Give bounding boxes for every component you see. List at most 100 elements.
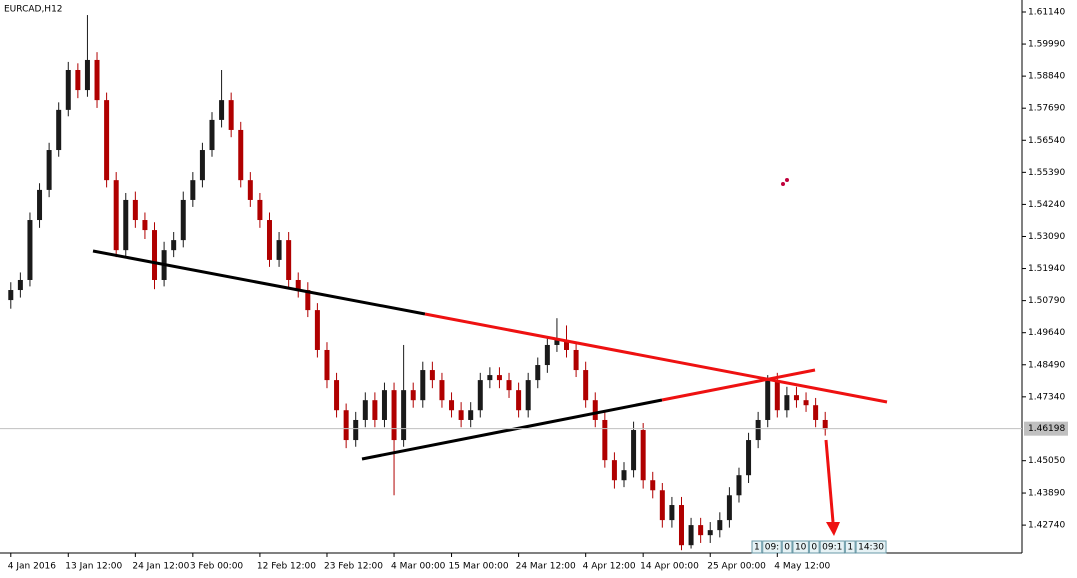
candle-body	[506, 380, 512, 391]
y-tick-label: 1.55390	[1028, 168, 1065, 178]
y-tick-label: 1.42740	[1028, 521, 1065, 531]
candle-body	[343, 410, 349, 441]
current-price-box	[1024, 421, 1068, 436]
candle-body	[554, 339, 560, 345]
candle-body	[602, 419, 608, 461]
x-tick-label: 23 Feb 12:00	[324, 562, 383, 572]
candle-body	[46, 150, 52, 190]
y-tick-label: 1.53090	[1028, 232, 1065, 242]
y-tick-label: 1.57690	[1028, 104, 1065, 114]
current-price-label: 1.46198	[1028, 424, 1065, 434]
candle-body	[813, 405, 819, 420]
candle-body	[640, 430, 646, 481]
candle-body	[496, 375, 502, 381]
x-tick-label: 13 Jan 12:00	[65, 562, 122, 572]
y-tick-label: 1.45050	[1028, 456, 1065, 466]
status-box-text: 0	[784, 543, 790, 553]
candle-body	[276, 240, 282, 260]
candle-body	[659, 490, 665, 521]
candle-body	[487, 375, 493, 381]
candle-body	[209, 119, 215, 151]
status-box	[762, 540, 782, 554]
status-box	[855, 540, 887, 554]
candle-body	[305, 290, 311, 311]
candle-body	[803, 400, 809, 406]
candle-body	[334, 380, 340, 411]
candle-body	[190, 180, 196, 200]
candle-body	[56, 109, 62, 151]
y-tick-label: 1.50790	[1028, 296, 1065, 306]
status-box-text: 14:30	[858, 543, 884, 553]
status-box-text: 10	[795, 543, 807, 553]
candle-body	[698, 525, 704, 536]
status-box-text: 0	[811, 543, 817, 553]
candle-body	[583, 370, 589, 401]
candle-body	[152, 230, 158, 280]
y-tick-label: 1.58840	[1028, 72, 1065, 82]
candle-body	[410, 390, 416, 401]
x-tick-label: 15 Mar 00:00	[449, 562, 509, 572]
candle-body	[420, 370, 426, 401]
candle-body	[353, 419, 359, 441]
y-tick-label: 1.51940	[1028, 264, 1065, 274]
candle-body	[142, 220, 148, 231]
candle-body	[228, 100, 234, 130]
x-tick-label: 4 May 12:00	[774, 562, 830, 572]
candle-body	[180, 199, 186, 241]
candle-body	[257, 199, 263, 221]
status-box	[751, 540, 763, 554]
candle-body	[324, 349, 330, 381]
candle-body	[104, 100, 110, 181]
candle-body	[525, 380, 531, 411]
candle-body	[84, 59, 90, 91]
candle-body	[94, 59, 100, 101]
status-box	[808, 540, 820, 554]
candle-body	[391, 390, 397, 441]
x-tick-label: 4 Jan 2016	[8, 562, 56, 572]
x-tick-label: 14 Apr 00:00	[640, 562, 699, 572]
candle-body	[199, 150, 205, 181]
candle-body	[573, 349, 579, 371]
candle-body	[535, 365, 541, 381]
x-tick-label: 25 Apr 00:00	[707, 562, 766, 572]
candle-body	[362, 400, 368, 420]
candle-body	[746, 440, 752, 476]
status-box	[781, 540, 793, 554]
status-boxes: 1 09: 0 10 0 09:1 1 14:30	[751, 540, 887, 554]
candle-body	[286, 240, 292, 280]
y-tick-label: 1.61140	[1028, 7, 1065, 17]
candle-body	[611, 460, 617, 481]
candle-body	[372, 400, 378, 420]
x-tick-label: 12 Feb 12:00	[257, 562, 316, 572]
candle-body	[8, 290, 14, 301]
y-tick-label: 1.48490	[1028, 360, 1065, 370]
candle-body	[774, 380, 780, 411]
candle-body	[621, 470, 627, 481]
candle-body	[219, 100, 225, 120]
candle-body	[266, 220, 272, 260]
trend-lines	[92, 178, 888, 536]
broken-support-line	[424, 312, 888, 404]
candle-body	[113, 180, 119, 251]
candle-body	[784, 395, 790, 411]
candle-body	[381, 390, 387, 420]
neckline	[361, 398, 663, 461]
candle-body	[477, 380, 483, 411]
status-box	[819, 540, 845, 554]
candle-body	[171, 240, 177, 251]
candle-body	[688, 525, 694, 546]
x-tick-label: 4 Mar 00:00	[391, 562, 446, 572]
candle-body	[295, 279, 301, 291]
candle-body	[516, 390, 522, 411]
y-tick-label: 1.56540	[1028, 136, 1065, 146]
candle-body	[401, 390, 407, 441]
dot	[785, 178, 789, 182]
candle-body	[439, 380, 445, 401]
support-line	[92, 249, 426, 316]
y-tick-label: 1.49640	[1028, 328, 1065, 338]
candle-body	[564, 339, 570, 350]
status-box	[844, 540, 856, 554]
status-box-text: 09:1	[822, 543, 842, 553]
